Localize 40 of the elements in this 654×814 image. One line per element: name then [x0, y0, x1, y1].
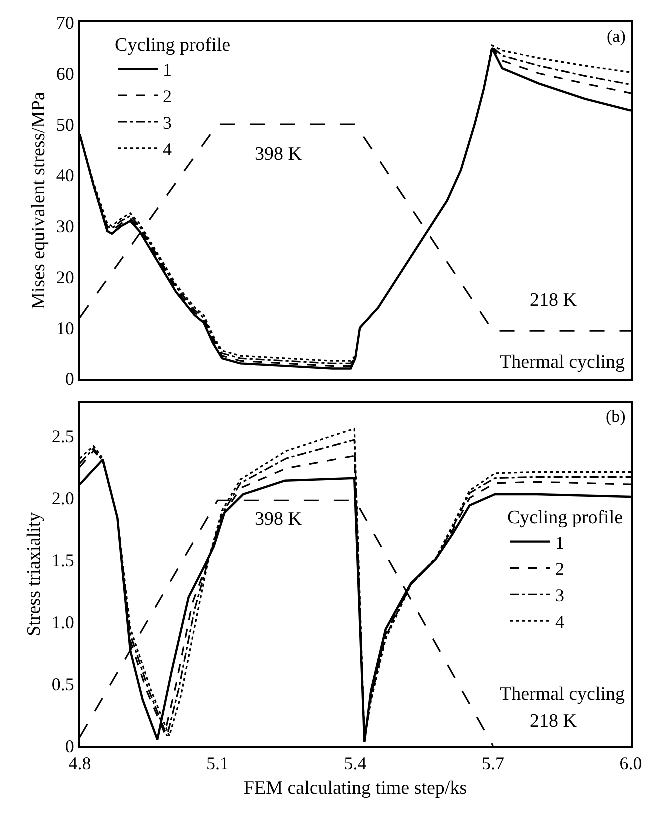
- y-tick-label: 0.5: [52, 674, 74, 694]
- y-tick-label: 2.5: [52, 426, 74, 447]
- y-tick-label: 70: [56, 13, 74, 34]
- legend-label: 3: [555, 586, 564, 606]
- x-tick-label: 5.1: [206, 754, 229, 774]
- x-tick-label: 4.8: [68, 754, 92, 774]
- legend-label: 2: [555, 559, 564, 580]
- legend-title: Cycling profile: [507, 508, 624, 529]
- y-axis-title: Mises equivalent stress/MPa: [28, 92, 50, 310]
- annotation: 218 K: [530, 290, 578, 311]
- annotation: 398 K: [255, 509, 302, 530]
- y-tick-label: 0: [65, 369, 74, 390]
- legend-label: 4: [555, 612, 564, 632]
- legend-label: 1: [163, 60, 172, 80]
- annotation: (a): [607, 27, 626, 46]
- annotation: 218 K: [530, 711, 578, 732]
- x-tick-label: 5.4: [344, 754, 367, 774]
- y-tick-label: 1.0: [52, 612, 74, 632]
- x-axis-title: FEM calculating time step/ks: [244, 778, 468, 799]
- y-tick-label: 60: [56, 64, 74, 84]
- annotation: Thermal cycling: [500, 352, 626, 373]
- annotation: (b): [606, 407, 626, 426]
- y-tick-label: 0: [65, 736, 74, 756]
- y-tick-label: 40: [56, 166, 74, 186]
- legend-label: 1: [555, 532, 564, 553]
- legend-label: 4: [163, 139, 172, 160]
- y-tick-label: 10: [56, 318, 74, 338]
- x-tick-label: 5.7: [482, 754, 504, 774]
- legend-label: 3: [163, 113, 172, 134]
- y-tick-label: 50: [56, 114, 74, 135]
- legend-label: 2: [163, 86, 172, 107]
- annotation: 398 K: [255, 144, 302, 165]
- y-tick-label: 20: [56, 267, 74, 288]
- annotation: Thermal cycling: [500, 684, 626, 705]
- y-tick-label: 30: [56, 216, 74, 237]
- y-axis-title: Stress triaxiality: [24, 512, 46, 636]
- x-tick-label: 6.0: [620, 754, 642, 774]
- y-tick-label: 1.5: [52, 550, 74, 570]
- y-tick-label: 2.0: [52, 488, 74, 509]
- legend-title: Cycling profile: [115, 34, 231, 56]
